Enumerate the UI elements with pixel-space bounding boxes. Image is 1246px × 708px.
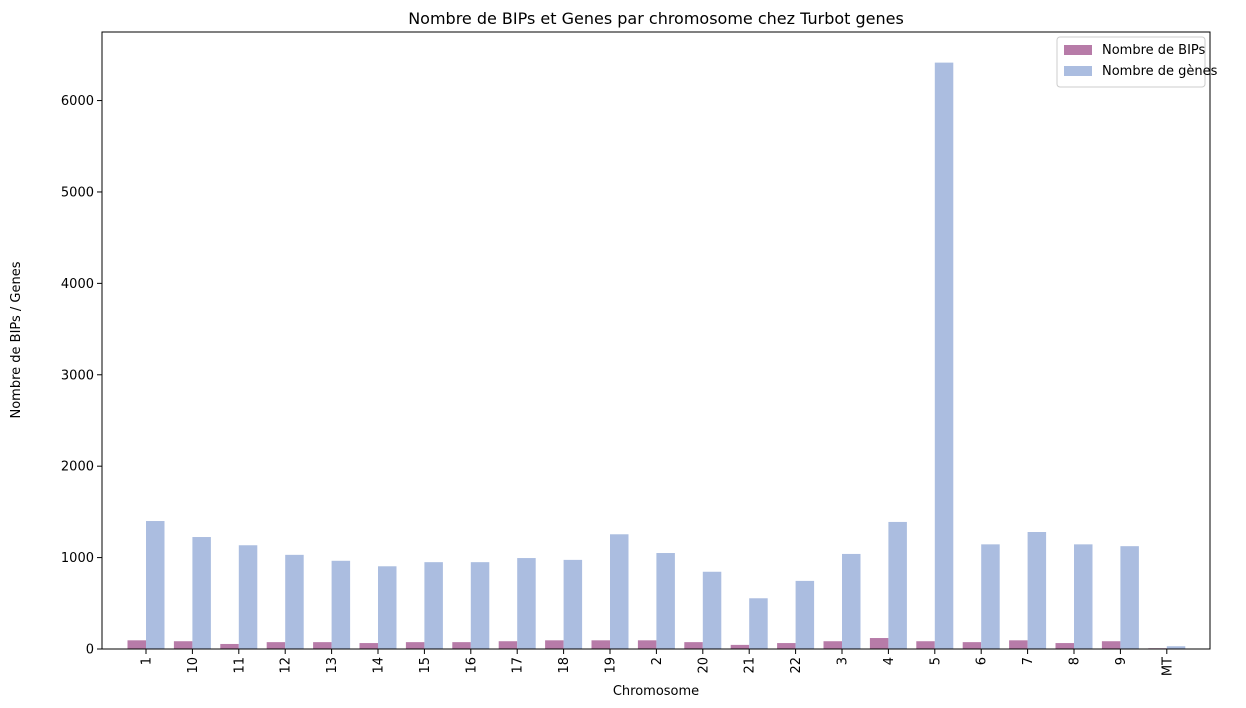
x-tick-label: 17 — [511, 657, 526, 674]
x-tick-label: 6 — [975, 657, 990, 665]
bars-group — [127, 62, 1186, 650]
x-tick-label: 3 — [836, 657, 851, 665]
bar-genes-4 — [888, 521, 907, 649]
bar-bips-22 — [777, 643, 796, 649]
legend: Nombre de BIPs Nombre de gènes — [1056, 36, 1218, 88]
bar-bips-7 — [1009, 640, 1028, 649]
bar-bips-20 — [684, 642, 703, 649]
bar-bips-4 — [869, 638, 889, 649]
x-tick-label: MT — [1160, 657, 1175, 676]
y-tick-label: 4000 — [61, 277, 94, 292]
bar-bips-13 — [313, 642, 332, 649]
bar-genes-5 — [934, 62, 954, 650]
bar-bips-18 — [545, 640, 564, 649]
bar-genes-21 — [749, 598, 768, 649]
legend-box — [1056, 36, 1206, 88]
bar-genes-6 — [981, 544, 1000, 649]
x-tick-label: 16 — [464, 657, 479, 674]
x-tick-label: 21 — [743, 657, 758, 674]
legend-swatch-genes — [1064, 66, 1092, 76]
x-tick-label: 5 — [928, 657, 943, 665]
x-tick-label: 11 — [232, 657, 247, 674]
bar-bips-6 — [962, 642, 982, 649]
y-axis: 0 1000 2000 3000 4000 5000 6000 — [61, 94, 102, 658]
bar-genes-7 — [1027, 532, 1047, 649]
x-axis-title: Chromosome — [613, 684, 699, 699]
bar-bips-21 — [730, 644, 750, 649]
x-tick-label: 22 — [789, 657, 804, 674]
y-tick-label: 2000 — [61, 460, 94, 475]
bar-bips-2 — [637, 640, 657, 649]
x-tick-label: 1 — [140, 657, 155, 665]
bar-genes-20 — [702, 571, 722, 649]
x-tick-label: 8 — [1068, 657, 1083, 665]
bar-genes-18 — [563, 559, 583, 649]
bar-bips-8 — [1055, 643, 1074, 649]
x-tick-label: 7 — [1021, 657, 1036, 665]
bar-genes-13 — [331, 560, 351, 649]
bar-genes-16 — [470, 562, 490, 649]
legend-label-genes: Nombre de gènes — [1102, 64, 1218, 79]
bar-bips-19 — [591, 640, 610, 649]
bar-genes-12 — [285, 554, 304, 649]
bar-genes-10 — [192, 537, 211, 649]
legend-label-bips: Nombre de BIPs — [1102, 43, 1206, 58]
x-tick-label: 14 — [372, 657, 387, 674]
bar-bips-9 — [1101, 641, 1121, 649]
x-tick-label: 2 — [650, 657, 665, 665]
bar-genes-8 — [1074, 544, 1093, 649]
y-tick-label: 3000 — [61, 368, 94, 383]
bar-bips-1 — [127, 640, 146, 649]
plot-area — [102, 32, 1210, 649]
y-tick-label: 0 — [86, 643, 94, 658]
bar-genes-3 — [842, 553, 861, 649]
bar-genes-11 — [238, 545, 258, 649]
bar-bips-5 — [916, 641, 935, 649]
bar-genes-14 — [378, 566, 397, 649]
y-axis-title: Nombre de BIPs / Genes — [9, 261, 24, 418]
legend-swatch-bips — [1064, 45, 1092, 55]
x-tick-label: 9 — [1114, 657, 1129, 665]
bar-genes-2 — [656, 553, 675, 649]
bar-genes-MT — [1166, 646, 1186, 649]
bar-genes-17 — [517, 558, 536, 649]
bar-bips-17 — [498, 641, 518, 649]
bar-genes-22 — [795, 580, 815, 649]
y-tick-label: 1000 — [61, 551, 94, 566]
y-tick-label: 5000 — [61, 185, 94, 200]
bar-genes-1 — [146, 521, 165, 649]
chart-title: Nombre de BIPs et Genes par chromosome c… — [408, 9, 904, 28]
bar-genes-9 — [1120, 546, 1139, 649]
bar-genes-19 — [610, 534, 629, 649]
x-tick-label: 20 — [696, 657, 711, 674]
bar-genes-15 — [424, 562, 443, 649]
plot-frame — [101, 31, 1211, 650]
x-tick-label: 15 — [418, 657, 433, 674]
bar-bips-3 — [823, 641, 842, 649]
bar-bips-14 — [359, 643, 378, 649]
x-tick-label: 19 — [604, 657, 619, 674]
x-tick-label: 4 — [882, 657, 897, 665]
x-tick-label: 18 — [557, 657, 572, 674]
bar-bips-12 — [266, 642, 286, 649]
x-tick-label: 10 — [186, 657, 201, 674]
bar-bips-15 — [405, 642, 425, 649]
x-tick-label: 13 — [325, 657, 340, 674]
x-axis: 1 10 11 12 13 14 15 16 17 18 19 2 20 21 22 3 4 5 6 7 8 9 MT — [140, 649, 1175, 676]
bar-bips-11 — [220, 643, 239, 649]
y-tick-label: 6000 — [61, 94, 94, 109]
x-tick-label: 12 — [279, 657, 294, 674]
bar-bips-16 — [452, 642, 471, 649]
bar-bips-10 — [173, 641, 193, 649]
